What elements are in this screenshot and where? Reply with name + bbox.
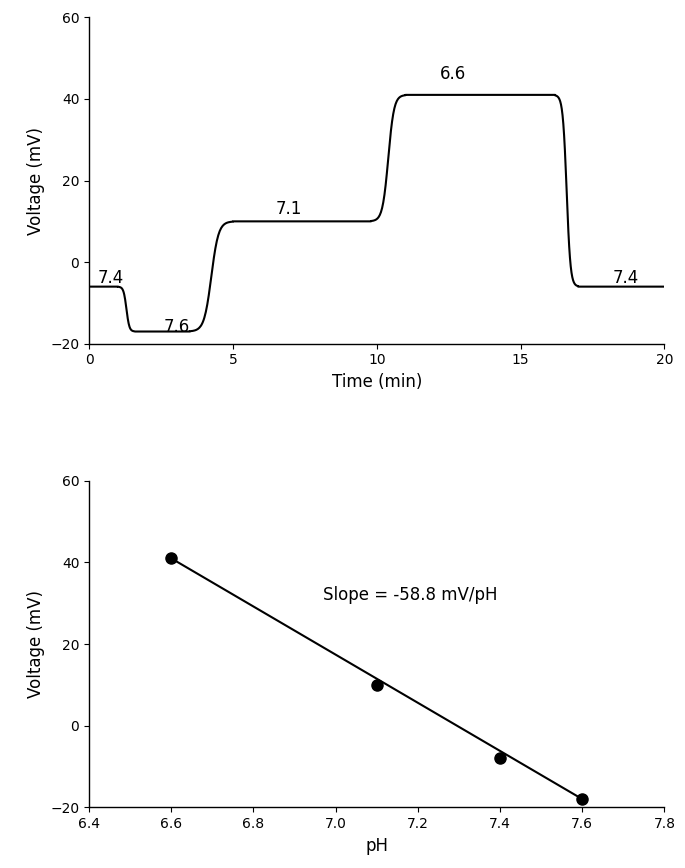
Text: Slope = -58.8 mV/pH: Slope = -58.8 mV/pH [323,586,498,604]
Point [371,678,382,692]
Point [577,792,588,806]
Text: 7.1: 7.1 [276,201,303,218]
Point [166,551,177,565]
Y-axis label: Voltage (mV): Voltage (mV) [27,127,45,234]
Text: 7.4: 7.4 [98,269,124,287]
Text: 7.6: 7.6 [164,319,190,337]
Text: 6.6: 6.6 [440,65,466,83]
Text: 7.4: 7.4 [612,269,639,287]
Y-axis label: Voltage (mV): Voltage (mV) [27,590,45,698]
X-axis label: Time (min): Time (min) [332,373,422,391]
X-axis label: pH: pH [365,837,388,854]
Point [495,752,506,766]
